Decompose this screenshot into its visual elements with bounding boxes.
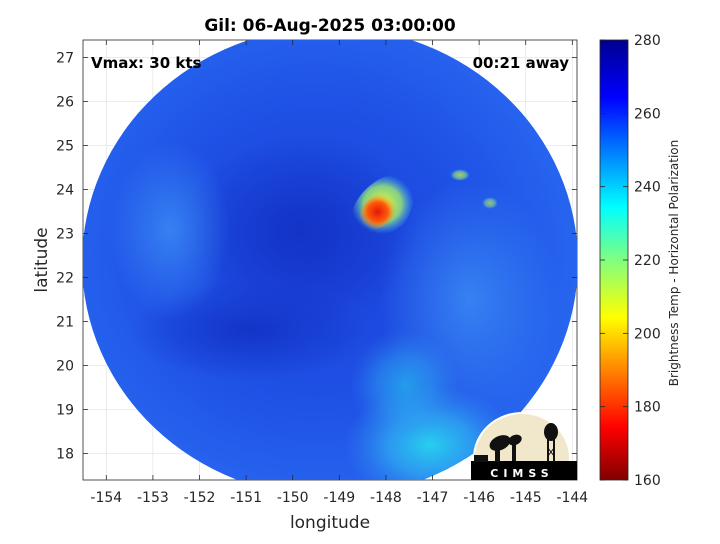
colorbar-tick-label: 180 xyxy=(634,400,661,416)
swath-light-patch-2 xyxy=(110,140,230,320)
x-tick-label: -152 xyxy=(184,490,216,506)
colorbar-tick-label: 160 xyxy=(634,473,661,489)
colorbar-tick-label: 220 xyxy=(634,253,661,269)
x-tick-label: -146 xyxy=(463,490,495,506)
cimss-logo: CIMSS xyxy=(471,412,577,480)
x-tick-label: -149 xyxy=(323,490,355,506)
y-tick-label: 22 xyxy=(56,271,74,287)
y-axis-label: latitude xyxy=(32,227,52,292)
x-axis-label: longitude xyxy=(290,513,370,533)
y-tick-label: 20 xyxy=(56,359,74,375)
colorbar-tick-label: 240 xyxy=(634,180,661,196)
feature-small-2 xyxy=(482,197,498,209)
cimss-logo-text: CIMSS xyxy=(490,467,553,480)
x-tick-label: -154 xyxy=(90,490,122,506)
x-axis: -154 -153 -152 -151 -150 -149 -148 -147 -146 -145… xyxy=(90,40,588,506)
colorbar-ticks: 160 180 200 220 240 260 280 xyxy=(600,33,661,489)
x-tick-label: -153 xyxy=(137,490,169,506)
y-tick-label: 23 xyxy=(56,227,74,243)
x-tick-label: -150 xyxy=(277,490,309,506)
x-tick-label: -145 xyxy=(510,490,542,506)
x-tick-label: -144 xyxy=(556,490,588,506)
y-tick-label: 24 xyxy=(56,183,74,199)
time-away-annotation: 00:21 away xyxy=(473,54,570,72)
x-tick-label: -148 xyxy=(370,490,402,506)
convection-core xyxy=(358,193,397,230)
colorbar-label: Brightness Temp - Horizontal Polarizatio… xyxy=(667,140,681,387)
y-tick-label: 27 xyxy=(56,51,74,67)
y-tick-label: 25 xyxy=(56,139,74,155)
feature-small-1 xyxy=(450,169,470,181)
swath-warm-band-2 xyxy=(350,330,460,440)
vmax-annotation: Vmax: 30 kts xyxy=(91,54,201,72)
y-tick-label: 26 xyxy=(56,95,74,111)
y-axis: 18 19 20 21 22 23 24 25 26 27 xyxy=(56,51,577,463)
y-tick-label: 19 xyxy=(56,403,74,419)
convection-features xyxy=(350,174,415,234)
x-tick-label: -147 xyxy=(417,490,449,506)
colorbar-tick-label: 280 xyxy=(634,33,661,49)
swath xyxy=(83,40,577,480)
water-tower-icon xyxy=(544,423,558,462)
swath-center-dark xyxy=(180,135,420,325)
y-tick-label: 21 xyxy=(56,315,74,331)
colorbar-tick-label: 260 xyxy=(634,106,661,122)
chart-title: Gil: 06-Aug-2025 03:00:00 xyxy=(204,16,455,36)
colorbar-tick-label: 200 xyxy=(634,326,661,342)
x-tick-label: -151 xyxy=(230,490,262,506)
y-tick-label: 18 xyxy=(56,447,74,463)
satellite-dish-icon xyxy=(489,435,511,451)
